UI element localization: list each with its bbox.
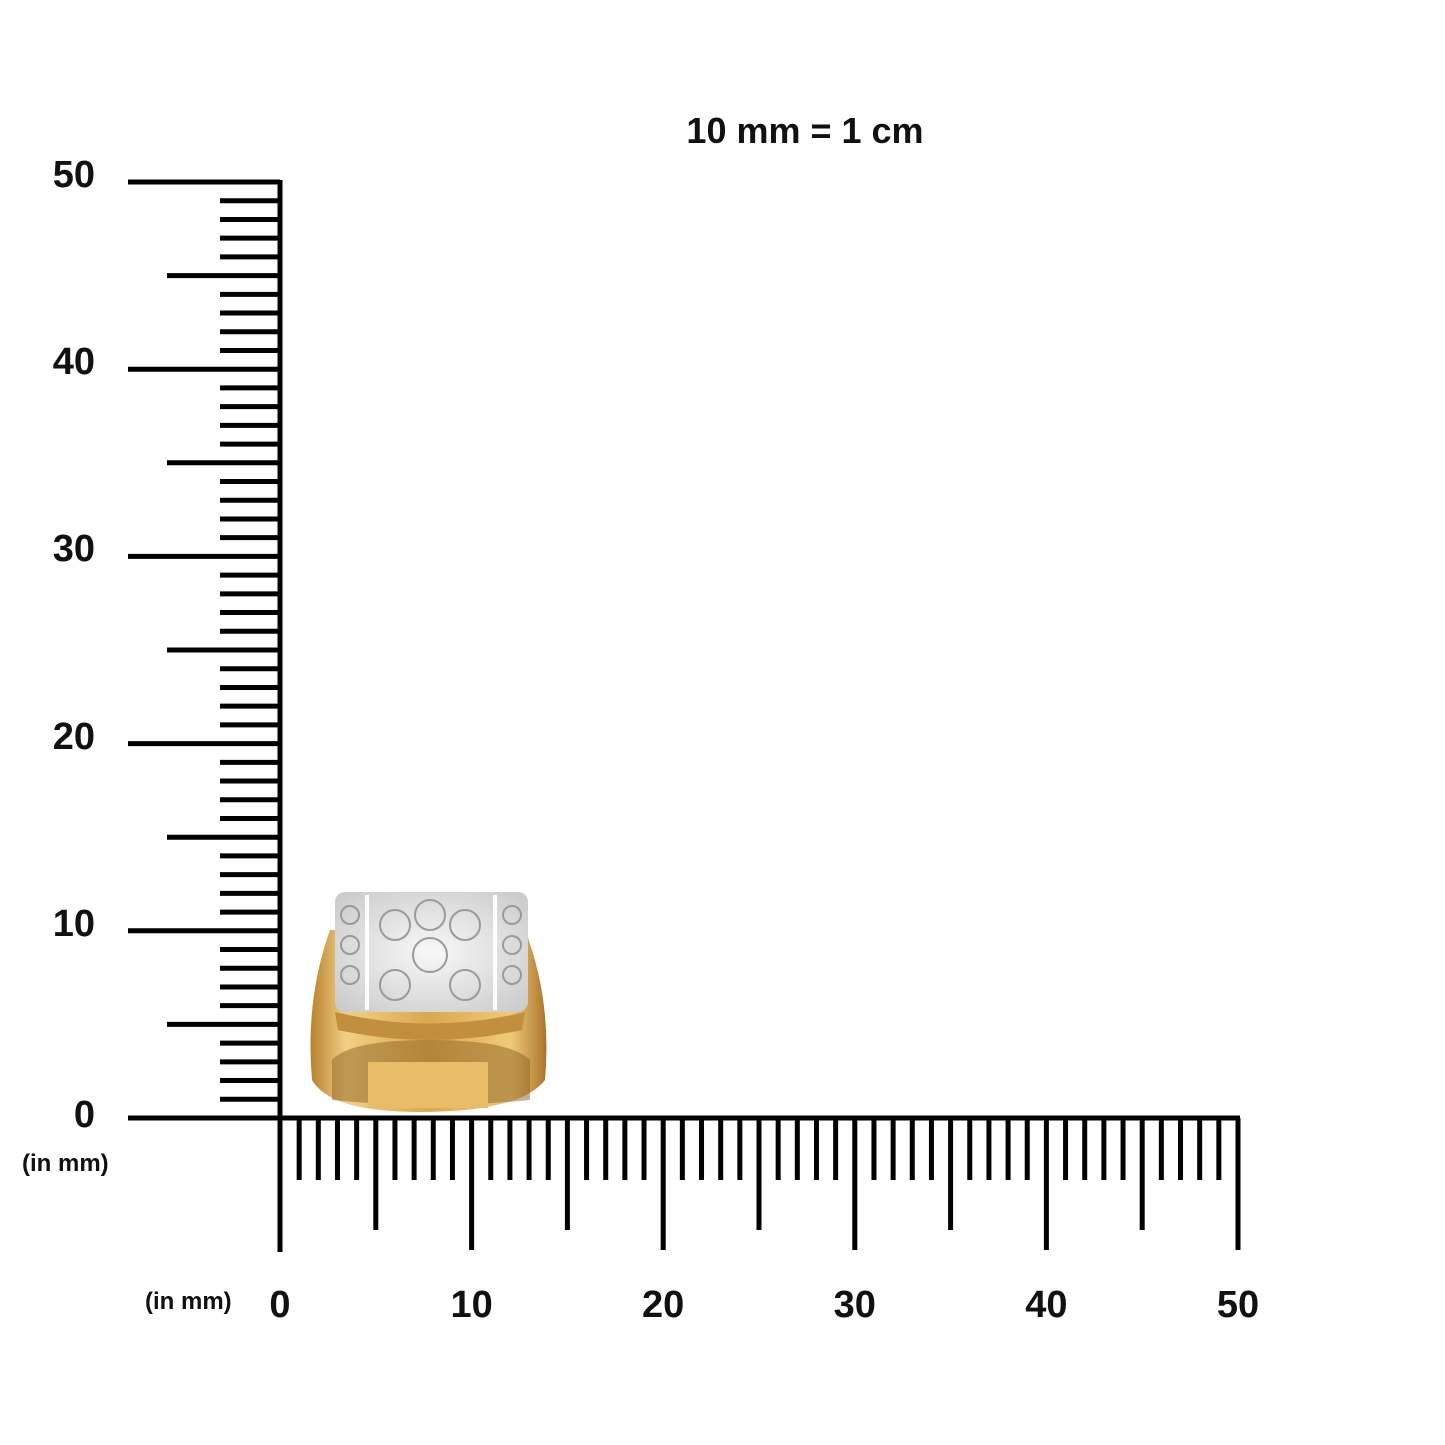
horizontal-ruler-label: 40: [1025, 1284, 1068, 1326]
horizontal-unit-label: (in mm): [145, 1288, 232, 1315]
vertical-ruler-label: 10: [52, 902, 95, 945]
vertical-ruler: [128, 179, 283, 1120]
vertical-unit-label: (in mm): [22, 1150, 109, 1177]
ring-image: [310, 892, 547, 1112]
vertical-ruler-label: 20: [52, 715, 95, 758]
scale-title: 10 mm = 1 cm: [686, 110, 924, 151]
vertical-ruler-label: 0: [73, 1094, 95, 1136]
horizontal-ruler-label: 50: [1216, 1284, 1260, 1326]
vertical-ruler-label: 30: [52, 528, 95, 571]
vertical-ruler-label: 40: [52, 341, 95, 384]
vertical-ruler-label: 50: [52, 154, 95, 196]
horizontal-ruler-label: 0: [269, 1284, 291, 1326]
horizontal-ruler-label: 30: [833, 1284, 876, 1326]
horizontal-ruler-label: 10: [450, 1284, 493, 1326]
horizontal-ruler: [128, 1115, 1241, 1252]
horizontal-ruler-label: 20: [642, 1284, 685, 1326]
